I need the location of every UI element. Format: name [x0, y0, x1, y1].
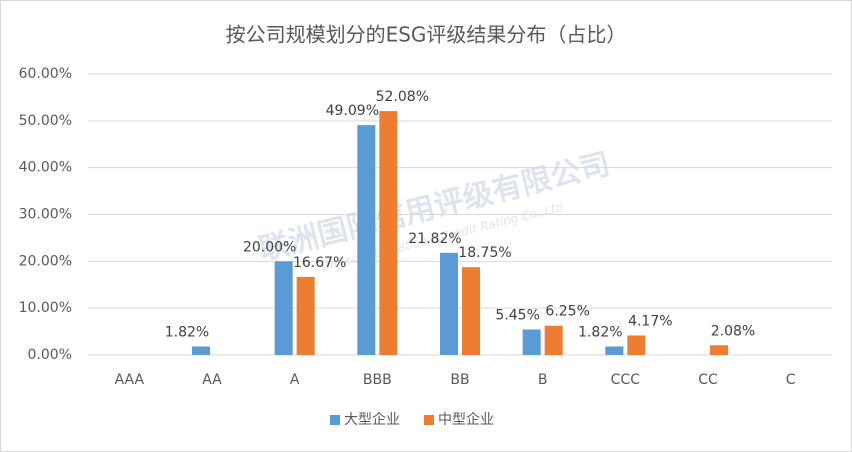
bar: [357, 125, 376, 355]
y-tick-label: 30.00%: [19, 207, 72, 223]
data-label: 1.82%: [165, 324, 209, 340]
y-tick-label: 60.00%: [19, 66, 72, 82]
x-tick-label: CCC: [611, 372, 641, 388]
legend-label: 大型企业: [344, 411, 400, 428]
y-tick-label: 40.00%: [19, 160, 72, 176]
bar: [379, 111, 398, 355]
legend-swatch: [424, 415, 434, 425]
x-tick-label: BB: [450, 372, 469, 388]
bar: [605, 346, 624, 355]
y-tick-label: 0.00%: [28, 347, 72, 363]
y-tick-label: 10.00%: [19, 300, 72, 316]
data-label: 5.45%: [495, 307, 539, 323]
y-tick-label: 20.00%: [19, 253, 72, 269]
legend-swatch: [330, 415, 340, 425]
data-label: 2.08%: [711, 323, 755, 339]
legend-label: 中型企业: [438, 411, 494, 428]
bar: [192, 346, 210, 355]
data-label: 6.25%: [545, 304, 589, 320]
data-label: 52.08%: [376, 89, 429, 105]
data-label: 20.00%: [243, 239, 296, 255]
bar: [627, 335, 646, 355]
chart-title: 按公司规模划分的ESG评级结果分布（占比）: [226, 23, 627, 47]
x-tick-label: A: [290, 372, 300, 388]
bar: [462, 267, 480, 355]
x-tick-label: C: [786, 372, 796, 388]
x-tick-label: B: [538, 372, 548, 388]
bar: [274, 261, 293, 355]
bar: [522, 329, 541, 355]
x-tick-label: AAA: [115, 372, 145, 388]
data-label: 1.82%: [578, 324, 622, 340]
x-tick-label: BBB: [363, 372, 392, 388]
y-tick-label: 50.00%: [19, 113, 72, 129]
bar: [544, 325, 563, 355]
data-label: 4.17%: [628, 313, 672, 329]
bar: [710, 345, 728, 355]
data-label: 49.09%: [326, 103, 379, 119]
bar: [440, 252, 458, 355]
x-tick-label: AA: [202, 372, 222, 388]
data-label: 18.75%: [458, 245, 511, 261]
data-label: 16.67%: [293, 255, 346, 271]
data-label: 21.82%: [408, 231, 461, 247]
x-tick-label: CC: [698, 372, 718, 388]
bar: [296, 276, 315, 355]
